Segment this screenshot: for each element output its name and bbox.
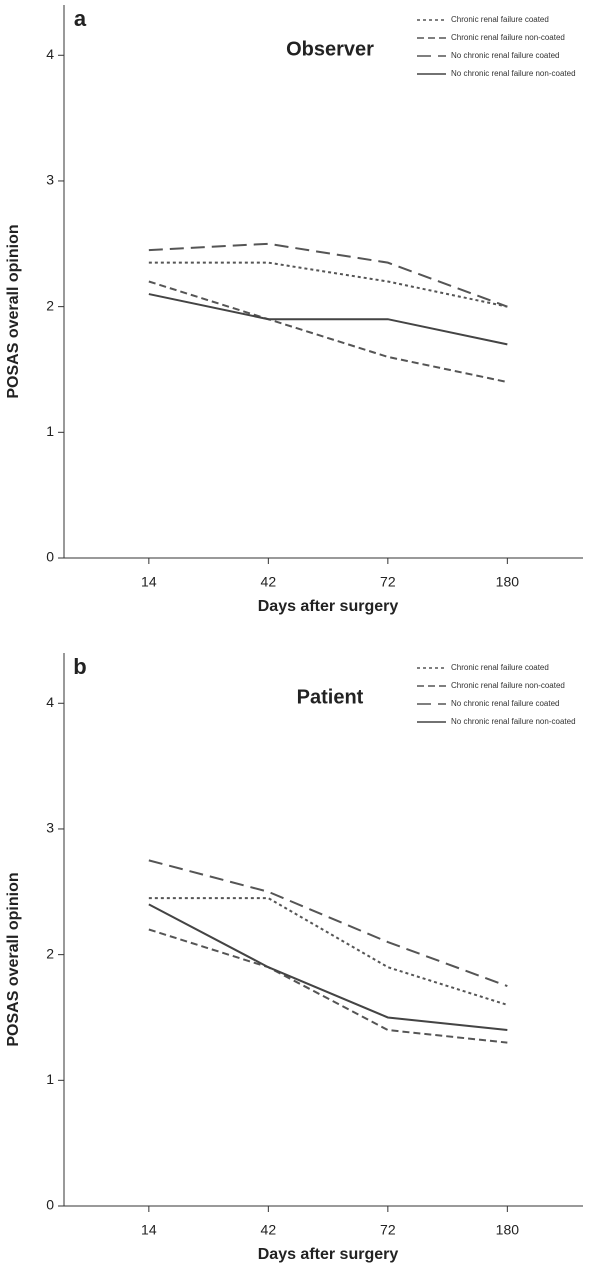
panel-label: a <box>74 6 87 31</box>
y-tick-label: 1 <box>46 423 54 439</box>
y-tick-label: 4 <box>46 46 54 62</box>
legend-label: No chronic renal failure coated <box>451 51 560 60</box>
y-tick-label: 3 <box>46 820 54 836</box>
x-tick-label: 180 <box>496 1222 520 1238</box>
y-tick-label: 0 <box>46 1197 54 1213</box>
legend-label: Chronic renal failure non-coated <box>451 33 565 42</box>
y-axis-label: POSAS overall opinion <box>5 224 22 398</box>
x-tick-label: 42 <box>261 1222 277 1238</box>
x-axis-label: Days after surgery <box>258 598 399 615</box>
legend-label: No chronic renal failure coated <box>451 699 560 708</box>
series-line <box>148 859 508 987</box>
y-tick-label: 1 <box>46 1071 54 1087</box>
legend-label: Chronic renal failure non-coated <box>451 681 565 690</box>
chart-title: Patient <box>297 686 364 708</box>
y-tick-label: 2 <box>46 945 54 961</box>
legend-label: No chronic renal failure non-coated <box>451 717 576 726</box>
x-tick-label: 180 <box>496 574 520 590</box>
y-axis-label: POSAS overall opinion <box>5 872 22 1046</box>
series-line <box>148 261 508 308</box>
panel-label: b <box>73 654 86 679</box>
chart-panel: 0 1 2 3 4 14 42 72 180 Days after surgery POSAS ov… <box>5 5 583 615</box>
y-tick-label: 0 <box>46 549 54 565</box>
x-tick-label: 72 <box>380 1222 396 1238</box>
legend-label: Chronic renal failure coated <box>451 663 549 672</box>
legend-label: No chronic renal failure non-coated <box>451 69 576 78</box>
x-tick-label: 72 <box>380 574 396 590</box>
x-tick-label: 14 <box>141 1222 157 1238</box>
y-tick-label: 4 <box>46 694 54 710</box>
chart-title: Observer <box>286 38 374 60</box>
legend-label: Chronic renal failure coated <box>451 15 549 24</box>
series-line <box>148 897 508 1006</box>
chart-panel: 0 1 2 3 4 14 42 72 180 Days after surgery POSAS ov… <box>5 653 583 1263</box>
y-tick-label: 3 <box>46 172 54 188</box>
series-line <box>148 928 508 1044</box>
series-line <box>148 903 508 1032</box>
series-line <box>148 280 508 384</box>
x-tick-label: 42 <box>261 574 277 590</box>
x-axis-label: Days after surgery <box>258 1246 399 1263</box>
series-line <box>148 293 508 346</box>
y-tick-label: 2 <box>46 297 54 313</box>
series-line <box>148 242 508 308</box>
x-tick-label: 14 <box>141 574 157 590</box>
